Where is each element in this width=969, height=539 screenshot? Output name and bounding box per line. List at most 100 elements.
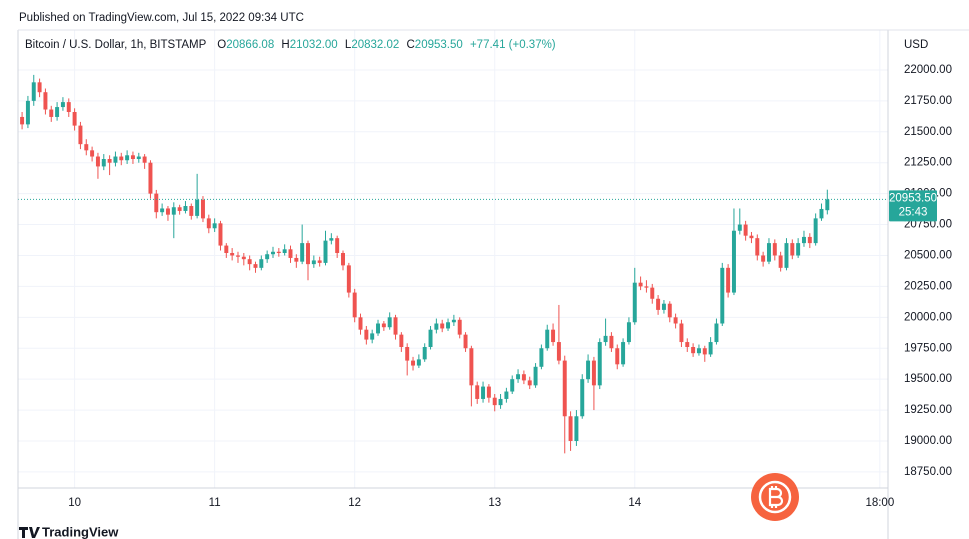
candle-body [311, 260, 316, 265]
plot [18, 74, 888, 454]
c-value: 20953.50 [415, 39, 463, 51]
candle-body [78, 125, 83, 145]
x-tick-label: 11 [209, 497, 221, 509]
candle-body [341, 253, 345, 266]
h-prefix: H [281, 39, 289, 51]
l-prefix: L [345, 39, 352, 51]
candle-body [288, 249, 293, 258]
price-tag [889, 190, 937, 222]
candle-body [626, 322, 631, 343]
published: Published on TradingView.com, Jul 15, 20… [19, 12, 304, 24]
candle-body [778, 255, 783, 268]
candle-body [346, 265, 351, 293]
change: +77.41 (+0.37%) [470, 39, 556, 51]
candle-body [411, 360, 416, 366]
candle-body [393, 317, 398, 335]
candle-body [673, 317, 678, 324]
candle-body [696, 348, 701, 354]
candle-body [702, 348, 707, 355]
candle-body [212, 223, 217, 229]
symbol: Bitcoin / U.S. Dollar, 1h, BITSTAMP O208… [25, 39, 556, 51]
candle-body [813, 218, 818, 244]
candle-body [247, 259, 252, 265]
candle-body [679, 323, 684, 343]
candle-body [521, 374, 526, 381]
candle-body [160, 208, 165, 213]
x-tick-label: 18:00 [865, 497, 894, 509]
candle-body [667, 303, 672, 318]
candle-body [603, 335, 608, 343]
y-tick-label: 21500.00 [904, 126, 952, 138]
candle-body [621, 342, 626, 365]
candle-body [731, 230, 736, 293]
candle-body [568, 416, 573, 442]
candle-body [749, 235, 754, 239]
candle-body [463, 334, 468, 349]
candle-body [539, 348, 544, 367]
y-tick-label: 20000.00 [904, 311, 952, 323]
candle-body [154, 193, 159, 213]
logo-ring [758, 480, 792, 514]
candle-body [206, 218, 211, 229]
candle-body [235, 255, 240, 257]
candle-body [300, 243, 305, 262]
candle-body [492, 397, 497, 406]
candle-body [446, 322, 451, 329]
candle-body [580, 379, 585, 417]
candle-body [370, 333, 375, 340]
candle-body [650, 287, 655, 299]
candle-body [469, 348, 474, 386]
h-value: 21032.00 [290, 39, 338, 51]
candle-body [20, 116, 25, 125]
candle-body [200, 199, 205, 219]
candle-body [60, 102, 65, 108]
y-tick-label: 20750.00 [904, 219, 952, 231]
candle-body [428, 329, 433, 348]
price-tag-label: 20953.50 [889, 192, 937, 204]
candle-body [807, 236, 812, 244]
candle-body [323, 240, 328, 263]
candle-body [276, 251, 281, 254]
candle-body [481, 386, 486, 399]
candle-body [556, 342, 561, 361]
candle-body [755, 238, 760, 256]
candle-body [130, 155, 135, 160]
candle-body [329, 238, 334, 241]
candle-body [72, 112, 77, 126]
candle-body [609, 335, 614, 349]
candle-body [119, 156, 124, 161]
candle-body [551, 329, 556, 343]
candle-body [177, 207, 182, 211]
x-tick-label: 14 [628, 497, 641, 509]
candle-body [545, 329, 550, 349]
candle-body [317, 260, 322, 263]
candle-body [527, 380, 532, 386]
candle-body [49, 109, 54, 117]
candle-body [376, 323, 381, 334]
candle-body [644, 286, 649, 288]
candle-body [685, 342, 690, 348]
candle-body [451, 319, 456, 323]
candle-body [241, 256, 246, 260]
candle-body [504, 391, 509, 399]
candle-body [399, 334, 404, 348]
y-tick-label: 22000.00 [904, 64, 952, 76]
y-tick-label: 18750.00 [904, 466, 952, 478]
x-tick-label: 12 [348, 497, 361, 509]
candle-body [84, 144, 89, 151]
candle-body [790, 243, 795, 256]
candle-body [434, 323, 439, 330]
brand: TradingView [42, 524, 119, 539]
brand-logo [19, 527, 40, 538]
countdown: 25:43 [899, 206, 928, 218]
candle-body [113, 156, 118, 163]
candle-body [136, 156, 141, 160]
candle-body [784, 243, 789, 268]
candle-body [761, 255, 766, 262]
candle-body [31, 82, 36, 101]
candle-body [562, 360, 567, 417]
candle-body [218, 223, 223, 246]
y-tick-label: 19500.00 [904, 373, 952, 385]
candle-body [90, 150, 95, 157]
